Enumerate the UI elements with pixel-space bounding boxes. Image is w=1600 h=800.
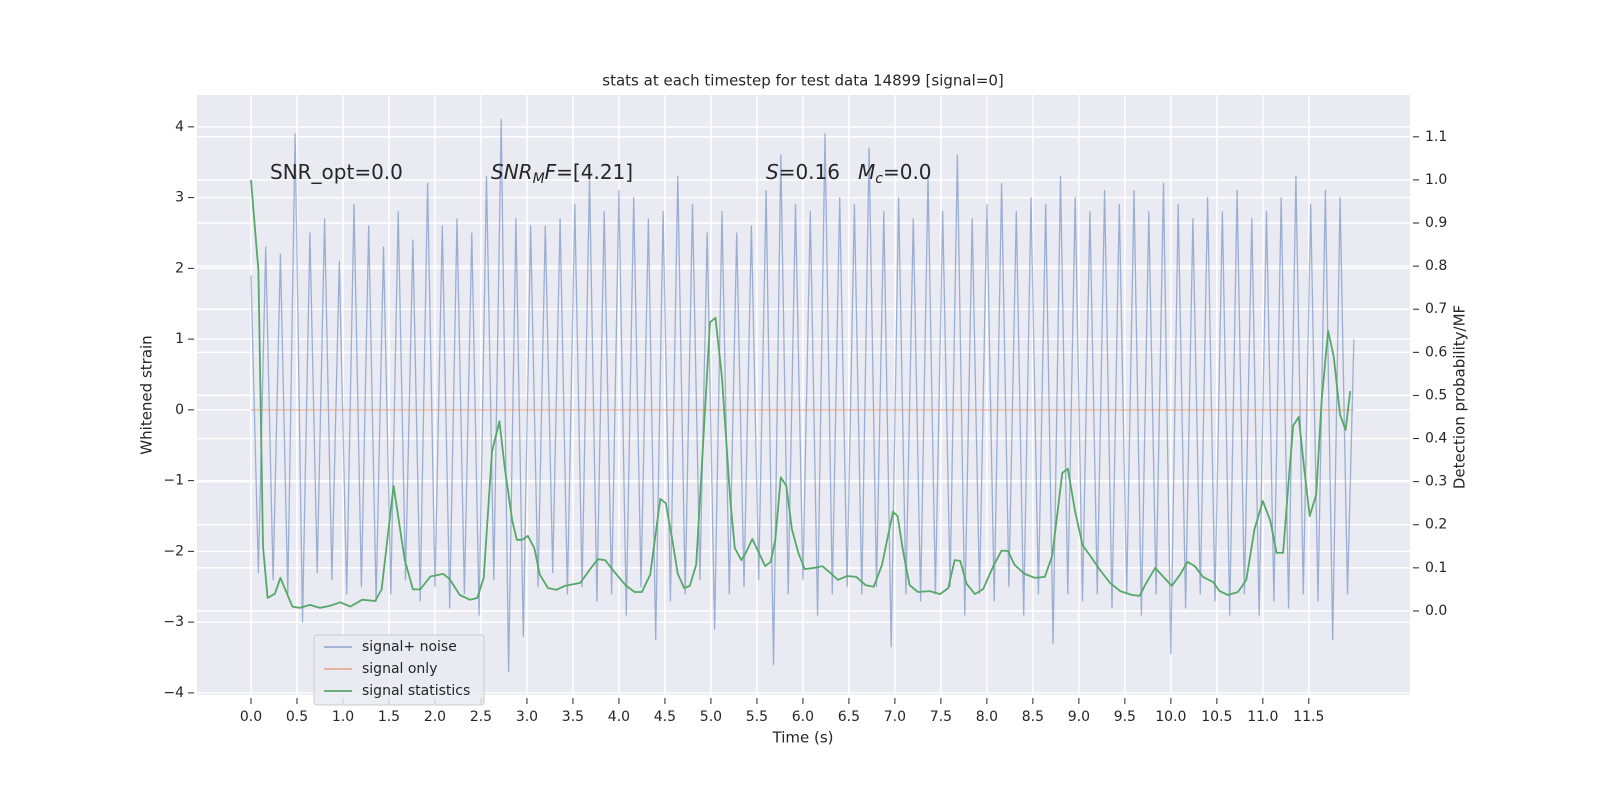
x-tick-label: 2.5	[470, 709, 492, 725]
x-tick-label: 9.0	[1068, 709, 1090, 725]
y2-tick-label: 0.7	[1425, 301, 1447, 317]
x-tick-label: 1.0	[332, 709, 354, 725]
annotation-part: S	[766, 160, 779, 184]
annotation-part: =0.16	[779, 160, 840, 184]
x-tick-label: 6.0	[792, 709, 814, 725]
x-tick-label: 3.5	[562, 709, 584, 725]
x-tick-label: 0.0	[240, 709, 262, 725]
x-axis-label: Time (s)	[772, 729, 834, 747]
annotation-part: =0.0	[883, 160, 932, 184]
annotation-part: SNR	[491, 160, 533, 184]
y-tick-label: 1	[175, 331, 184, 347]
y-tick-label: 3	[175, 190, 184, 206]
x-tick-label: 10.5	[1201, 709, 1232, 725]
y2-axis-label: Detection probability/MF	[1451, 305, 1469, 489]
y-tick-label: −1	[163, 473, 184, 489]
x-tick-label: 11.5	[1293, 709, 1324, 725]
annotation-part: F	[545, 160, 557, 184]
x-tick-label: 6.5	[838, 709, 860, 725]
y-tick-label: −3	[163, 614, 184, 630]
y-axis-label: Whitened strain	[138, 335, 156, 454]
marks	[250, 119, 1355, 673]
y2-tick-label: 0.6	[1425, 344, 1447, 360]
x-tick-label: 5.0	[700, 709, 722, 725]
y2-tick-label: 0.8	[1425, 258, 1447, 274]
annotation: Mc=0.0	[858, 160, 932, 188]
x-tick-label: 4.0	[608, 709, 630, 725]
y2-tick-label: 0.0	[1425, 603, 1447, 619]
annotation: SNR_opt=0.0	[270, 160, 403, 184]
x-tick-label: 11.0	[1247, 709, 1278, 725]
y-tick-label: 4	[175, 119, 184, 135]
y2-tick-label: 0.4	[1425, 431, 1447, 447]
legend-label: signal+ noise	[362, 639, 457, 655]
x-tick-label: 7.5	[930, 709, 952, 725]
x-tick-label: 7.0	[884, 709, 906, 725]
series-line	[250, 119, 1355, 673]
y2-tick-label: 1.0	[1425, 172, 1447, 188]
x-tick-label: 2.0	[424, 709, 446, 725]
y2-tick-label: 0.1	[1425, 560, 1447, 576]
x-tick-label: 3.0	[516, 709, 538, 725]
series-line	[250, 179, 1352, 609]
y2-tick-label: 0.5	[1425, 387, 1447, 403]
annotation: S=0.16	[766, 160, 840, 184]
y-tick-label: −2	[163, 543, 184, 559]
x-tick-label: 8.0	[976, 709, 998, 725]
annotation-part: =[4.21]	[556, 160, 633, 184]
x-tick-label: 4.5	[654, 709, 676, 725]
x-tick-label: 1.5	[378, 709, 400, 725]
y-tick-label: −4	[163, 685, 184, 701]
annotation-part: M	[533, 171, 545, 187]
x-tick-label: 0.5	[286, 709, 308, 725]
annotation-part: c	[875, 171, 883, 187]
x-tick-label: 5.5	[746, 709, 768, 725]
y2-tick-label: 0.9	[1425, 215, 1447, 231]
legend-box	[313, 634, 485, 706]
annotation: SNRMF=[4.21]	[491, 160, 633, 188]
x-tick-label: 8.5	[1022, 709, 1044, 725]
y-tick-label: 2	[175, 260, 184, 276]
annotation-part: SNR_opt=0.0	[270, 160, 403, 184]
legend: signal+ noise signal only signal statistic…	[313, 634, 485, 706]
x-tick-label: 10.0	[1155, 709, 1186, 725]
labels: stats at each timestep for test data 148…	[138, 72, 1469, 747]
chart-title: stats at each timestep for test data 148…	[602, 72, 1003, 90]
annotation-part: M	[858, 160, 875, 184]
x-tick-label: 9.5	[1114, 709, 1136, 725]
y2-tick-label: 1.1	[1425, 129, 1447, 145]
legend-label: signal statistics	[362, 683, 470, 699]
y-tick-label: 0	[175, 402, 184, 418]
y2-tick-label: 0.3	[1425, 474, 1447, 490]
legend-label: signal only	[362, 661, 437, 677]
y2-tick-label: 0.2	[1425, 517, 1447, 533]
